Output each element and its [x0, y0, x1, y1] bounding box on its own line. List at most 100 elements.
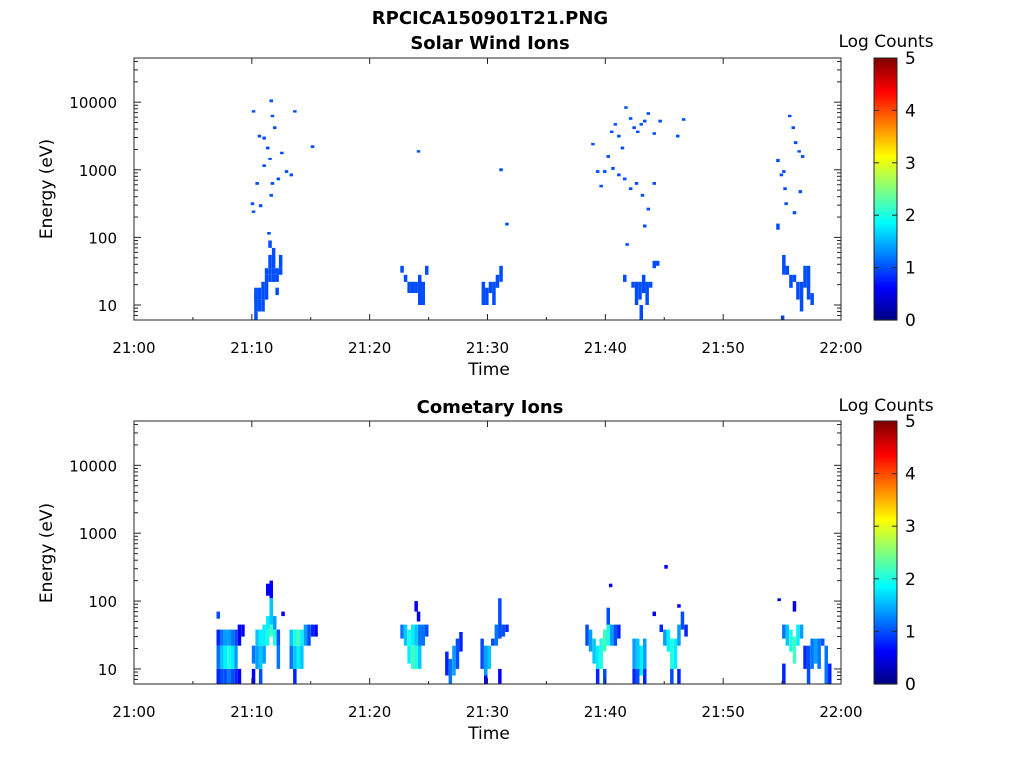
- heatmap-cell: [681, 118, 686, 121]
- heatmap-cell: [276, 645, 281, 669]
- heatmap-cell: [414, 624, 418, 646]
- heatmap-cell: [251, 210, 256, 213]
- heatmap-cell: [785, 624, 790, 646]
- heatmap-cell: [400, 265, 404, 273]
- heatmap-cell: [623, 274, 627, 282]
- heatmap-cell: [284, 170, 289, 173]
- heatmap-cell: [648, 281, 653, 288]
- heatmap-cell: [610, 624, 614, 646]
- heatmap-cell: [776, 158, 780, 163]
- colorbar-tick-label: 2: [905, 206, 916, 226]
- heatmap-cell: [255, 182, 259, 185]
- heatmap-cell: [403, 274, 408, 282]
- colorbar-tick-label: 2: [905, 570, 916, 590]
- heatmap-cell: [269, 598, 273, 625]
- heatmap-cell: [303, 624, 308, 646]
- heatmap-cell: [262, 164, 266, 167]
- heatmap-cell: [250, 202, 255, 206]
- figure-title: RPCICA150901T21.PNG: [372, 8, 608, 29]
- cometary-xlabel: Time: [467, 724, 510, 744]
- heatmap-cell: [275, 268, 279, 275]
- heatmap-cell: [484, 645, 488, 676]
- heatmap-cell: [237, 668, 242, 684]
- heatmap-cell: [289, 645, 293, 669]
- heatmap-cell: [414, 645, 418, 669]
- cometary-cells: [216, 565, 832, 684]
- heatmap-cell: [414, 281, 418, 293]
- x-tick-label: 21:40: [584, 703, 627, 721]
- heatmap-cell: [789, 274, 793, 288]
- heatmap-cell: [261, 299, 265, 312]
- heatmap-cell: [656, 260, 660, 266]
- heatmap-cell: [636, 130, 640, 133]
- heatmap-cell: [275, 274, 279, 282]
- heatmap-cell: [677, 624, 681, 646]
- heatmap-cell: [643, 224, 647, 228]
- heatmap-cell: [803, 265, 807, 288]
- solar-wind-x-ticks: 21:00 21:10 21:20 21:30 21:40 21:50 22:00: [112, 58, 863, 357]
- heatmap-cell: [270, 114, 275, 118]
- heatmap-cell: [293, 645, 297, 669]
- heatmap-cell: [634, 281, 639, 305]
- heatmap-cell: [421, 281, 425, 305]
- heatmap-cell: [261, 281, 265, 300]
- y-tick-label: 1000: [79, 525, 117, 543]
- y-tick-label: 10: [98, 297, 117, 315]
- heatmap-cell: [603, 170, 607, 173]
- cometary-title: Cometary Ions: [417, 397, 564, 418]
- heatmap-cell: [220, 629, 224, 646]
- heatmap-cell: [264, 268, 269, 275]
- heatmap-cell: [639, 123, 643, 126]
- heatmap-cell: [813, 638, 818, 664]
- x-tick-label: 21:50: [702, 703, 745, 721]
- heatmap-cell: [495, 274, 500, 288]
- heatmap-cell: [487, 645, 491, 669]
- heatmap-cell: [680, 611, 685, 630]
- heatmap-cell: [296, 645, 301, 669]
- heatmap-cell: [452, 645, 456, 676]
- heatmap-cell: [664, 565, 668, 569]
- heatmap-cell: [613, 624, 618, 646]
- heatmap-cell: [216, 668, 220, 684]
- heatmap-cell: [779, 173, 784, 177]
- heatmap-cell: [293, 668, 297, 684]
- heatmap-cell: [791, 126, 795, 130]
- heatmap-cell: [271, 254, 276, 269]
- heatmap-cell: [625, 243, 629, 246]
- heatmap-cell: [646, 207, 651, 211]
- colorbar-tick-label: 3: [905, 154, 916, 174]
- heatmap-cell: [492, 281, 496, 305]
- heatmap-cell: [455, 638, 460, 669]
- cometary-y-ticks: 10 100 1000 10000: [69, 423, 841, 685]
- heatmap-cell: [220, 645, 224, 669]
- heatmap-cell: [591, 142, 595, 146]
- heatmap-cell: [603, 668, 607, 684]
- solar-wind-ylabel: Energy (eV): [37, 139, 57, 239]
- colorbar-tick-label: 4: [905, 465, 916, 485]
- heatmap-cell: [258, 645, 263, 669]
- heatmap-cell: [257, 134, 262, 138]
- y-tick-label: 1000: [79, 162, 117, 180]
- heatmap-cell: [613, 123, 618, 126]
- heatmap-cell: [652, 132, 656, 135]
- heatmap-cell: [810, 638, 814, 669]
- heatmap-cell: [223, 668, 228, 684]
- heatmap-cell: [501, 624, 506, 637]
- heatmap-cell: [251, 668, 256, 684]
- x-tick-label: 21:20: [348, 703, 391, 721]
- heatmap-cell: [632, 668, 636, 684]
- heatmap-cell: [792, 274, 797, 282]
- heatmap-cell: [251, 645, 256, 664]
- heatmap-cell: [800, 155, 805, 158]
- heatmap-cell: [824, 645, 828, 684]
- heatmap-cell: [784, 202, 788, 206]
- solar-wind-plot-area: [134, 58, 841, 320]
- heatmap-cell: [407, 645, 411, 664]
- solar-wind-title: Solar Wind Ions: [410, 33, 569, 54]
- heatmap-cell: [677, 604, 681, 608]
- heatmap-cell: [666, 629, 671, 652]
- heatmap-cell: [798, 190, 803, 194]
- heatmap-cell: [792, 636, 797, 664]
- heatmap-cell: [498, 668, 502, 684]
- heatmap-cell: [810, 293, 814, 305]
